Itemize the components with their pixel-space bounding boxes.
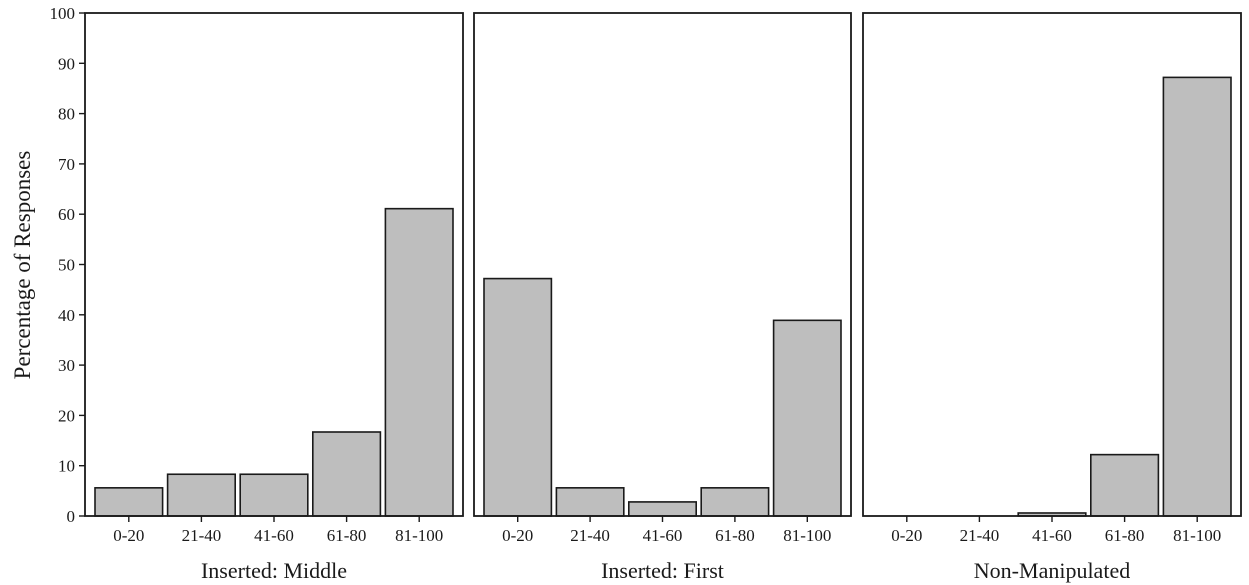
y-axis: 0 10 20 30 40 50 60 70 80 90 100 bbox=[50, 4, 85, 526]
x-tick-label: 81-100 bbox=[783, 526, 831, 545]
panel-frame bbox=[862, 12, 1242, 517]
y-tick-label: 90 bbox=[58, 54, 75, 73]
bar bbox=[239, 473, 309, 517]
x-tick-label: 41-60 bbox=[254, 526, 294, 545]
x-tick-label: 0-20 bbox=[891, 526, 922, 545]
bar bbox=[94, 487, 164, 517]
y-tick-label: 40 bbox=[58, 306, 75, 325]
x-tick-label: 81-100 bbox=[1173, 526, 1221, 545]
bar bbox=[483, 277, 553, 517]
panel-frame bbox=[84, 12, 464, 517]
x-tick-label: 61-80 bbox=[327, 526, 367, 545]
panel: 0-20 21-40 41-60 61-80 81-100 Inserted: Middl… bbox=[84, 12, 464, 583]
y-tick-label: 20 bbox=[58, 406, 75, 425]
y-tick-label: 60 bbox=[58, 205, 75, 224]
x-tick-label: 41-60 bbox=[1032, 526, 1072, 545]
y-tick-label: 0 bbox=[67, 507, 76, 526]
bar bbox=[772, 319, 842, 517]
bar bbox=[311, 431, 382, 517]
y-tick-label: 100 bbox=[50, 4, 76, 23]
y-tick-label: 70 bbox=[58, 155, 75, 174]
bar bbox=[384, 207, 454, 517]
bar bbox=[166, 473, 237, 517]
bar bbox=[1090, 453, 1160, 517]
x-tick-label: 61-80 bbox=[1105, 526, 1145, 545]
panel: 0-20 21-40 41-60 61-80 81-100 Non-Manipulated bbox=[862, 12, 1242, 583]
bar bbox=[627, 501, 697, 517]
bar bbox=[555, 487, 625, 517]
x-tick-label: 0-20 bbox=[502, 526, 533, 545]
y-tick-label: 80 bbox=[58, 105, 75, 124]
x-tick-label: 0-20 bbox=[113, 526, 144, 545]
x-tick-label: 21-40 bbox=[182, 526, 222, 545]
bar bbox=[1162, 76, 1232, 517]
x-tick-label: 41-60 bbox=[643, 526, 683, 545]
panels: 0-20 21-40 41-60 61-80 81-100 Inserted: Middl… bbox=[84, 12, 1242, 583]
y-tick-label: 50 bbox=[58, 256, 75, 275]
panel-label: Inserted: Middle bbox=[201, 558, 347, 583]
x-tick-label: 21-40 bbox=[960, 526, 1000, 545]
panel-label: Non-Manipulated bbox=[974, 558, 1130, 583]
panel: 0-20 21-40 41-60 61-80 81-100 Inserted: First bbox=[473, 12, 852, 583]
x-tick-label: 81-100 bbox=[395, 526, 443, 545]
x-tick-label: 21-40 bbox=[570, 526, 610, 545]
y-tick-label: 30 bbox=[58, 356, 75, 375]
y-tick-label: 10 bbox=[58, 457, 75, 476]
panel-label: Inserted: First bbox=[601, 558, 724, 583]
panel-frame bbox=[473, 12, 852, 517]
x-tick-label: 61-80 bbox=[715, 526, 755, 545]
bar bbox=[700, 487, 770, 517]
y-axis-title: Percentage of Responses bbox=[10, 151, 35, 380]
